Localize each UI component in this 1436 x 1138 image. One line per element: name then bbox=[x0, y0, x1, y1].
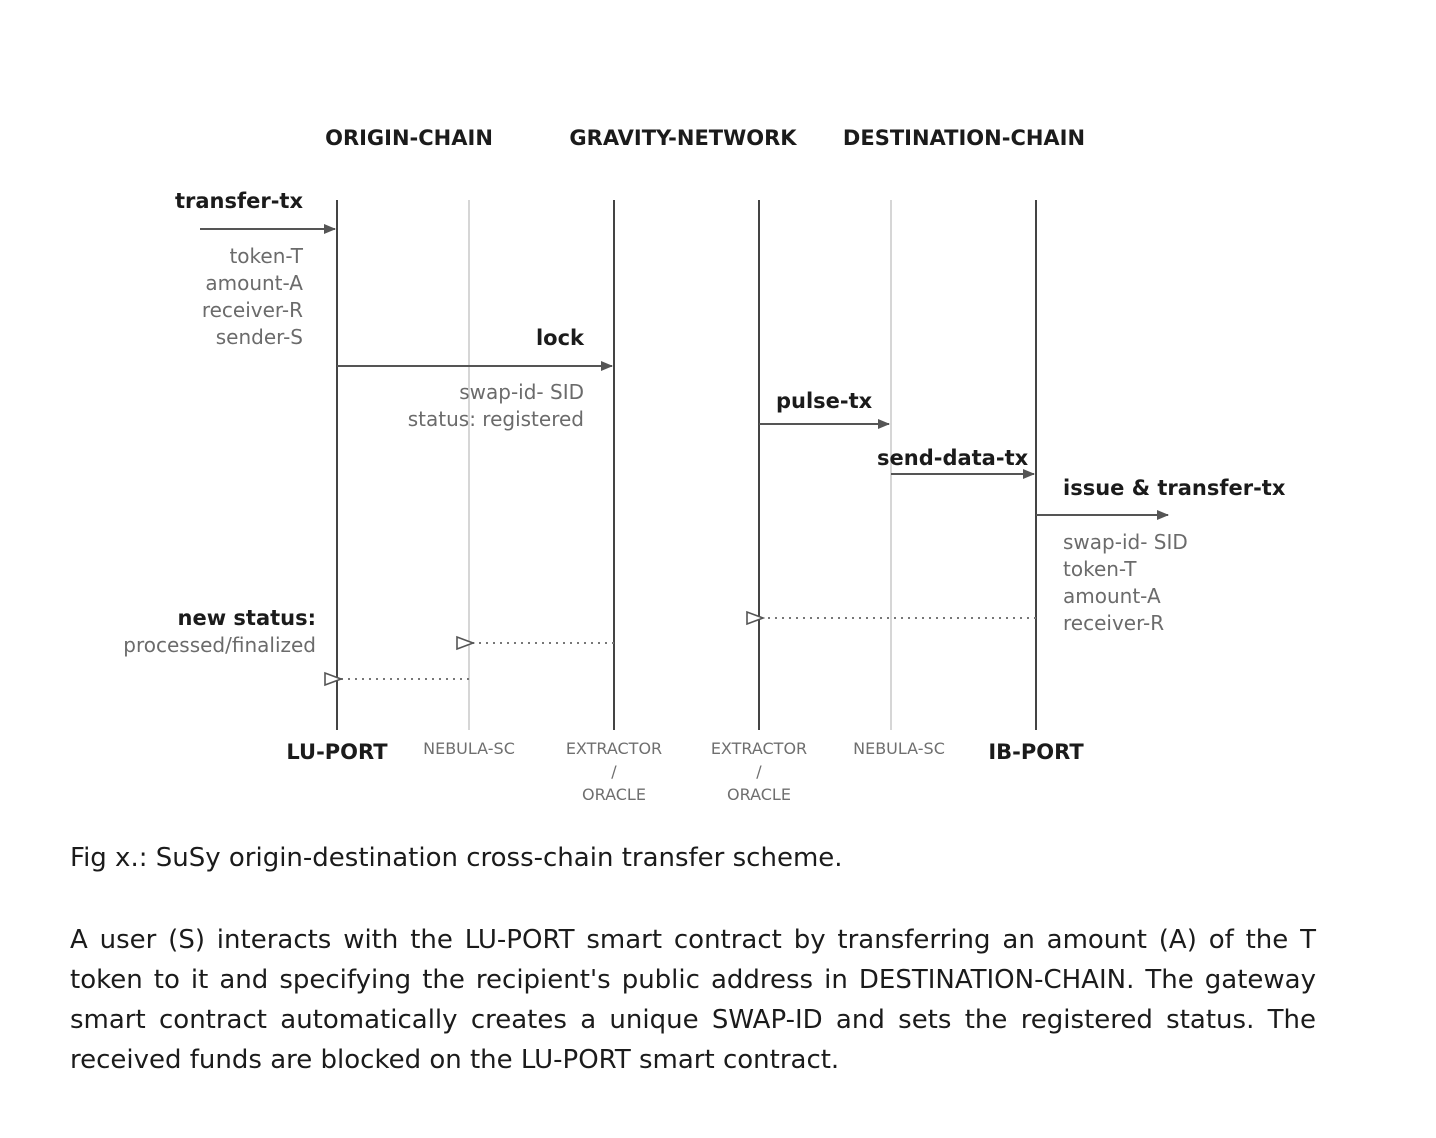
lane-extractor-origin: EXTRACTOR bbox=[566, 739, 662, 758]
lane-nebula-sc-dest: NEBULA-SC bbox=[853, 739, 945, 758]
new-status-value: processed/finalized bbox=[123, 633, 316, 657]
transfer-tx-param: receiver-R bbox=[202, 298, 303, 322]
transfer-tx-param: amount-A bbox=[205, 271, 303, 295]
lane-extractor-dest-oracle: ORACLE bbox=[727, 785, 791, 804]
new-status-label: new status: bbox=[178, 606, 317, 630]
issue-transfer-tx-param: swap-id- SID bbox=[1063, 530, 1188, 554]
lock-param: swap-id- SID bbox=[459, 380, 584, 404]
sequence-diagram: ORIGIN-CHAIN GRAVITY-NETWORK DESTINATION… bbox=[123, 126, 1286, 804]
header-origin-chain: ORIGIN-CHAIN bbox=[325, 126, 493, 150]
lane-extractor-origin-slash: / bbox=[611, 762, 617, 781]
issue-transfer-tx-param: receiver-R bbox=[1063, 611, 1164, 635]
lane-lu-port: LU-PORT bbox=[286, 740, 388, 764]
figure-caption: Fig x.: SuSy origin-destination cross-ch… bbox=[70, 843, 843, 873]
lane-extractor-dest: EXTRACTOR bbox=[711, 739, 807, 758]
header-destination-chain: DESTINATION-CHAIN bbox=[843, 126, 1085, 150]
issue-transfer-tx-param: amount-A bbox=[1063, 584, 1161, 608]
lock-param: status: registered bbox=[408, 407, 584, 431]
body-paragraph: A user (S) interacts with the LU-PORT sm… bbox=[70, 925, 1316, 1075]
send-data-tx-label: send-data-tx bbox=[877, 446, 1029, 470]
lane-extractor-dest-slash: / bbox=[756, 762, 762, 781]
header-gravity-network: GRAVITY-NETWORK bbox=[569, 126, 797, 150]
issue-transfer-tx-param: token-T bbox=[1063, 557, 1137, 581]
lane-extractor-origin-oracle: ORACLE bbox=[582, 785, 646, 804]
lock-label: lock bbox=[536, 326, 585, 350]
pulse-tx-label: pulse-tx bbox=[776, 389, 873, 413]
transfer-tx-param: token-T bbox=[229, 244, 303, 268]
transfer-tx-label: transfer-tx bbox=[175, 189, 304, 213]
lane-nebula-sc-origin: NEBULA-SC bbox=[423, 739, 515, 758]
issue-transfer-tx-label: issue & transfer-tx bbox=[1063, 476, 1286, 500]
transfer-tx-param: sender-S bbox=[216, 325, 303, 349]
lane-ib-port: IB-PORT bbox=[988, 740, 1084, 764]
